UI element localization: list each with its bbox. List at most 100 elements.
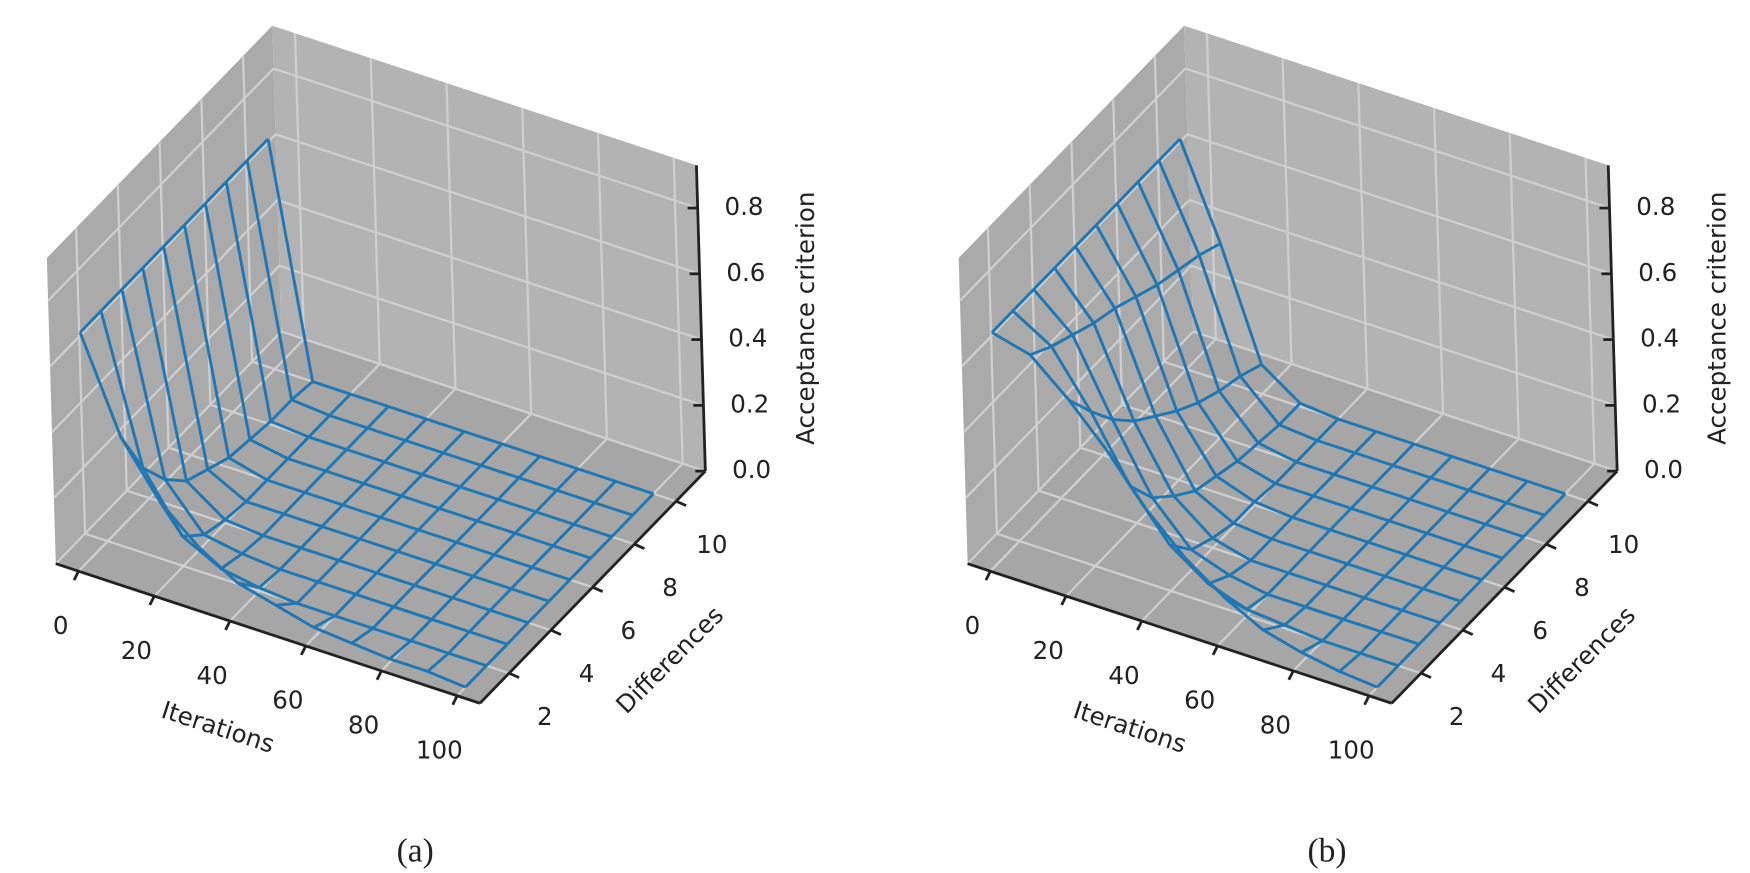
wire-column [1106, 402, 1302, 500]
x-tick [984, 570, 992, 581]
grid-line [275, 133, 700, 275]
grid-line [293, 33, 306, 340]
wire-column [1068, 363, 1263, 423]
grid-line [962, 199, 1191, 433]
x-tick [1211, 645, 1219, 656]
grid-line [74, 227, 87, 534]
grid-line [51, 199, 279, 433]
y-tick-label: 10 [696, 530, 727, 559]
x-tick-label: 40 [1108, 661, 1139, 690]
axis-line [967, 562, 1393, 705]
grid-line [445, 83, 457, 389]
x-tick [1363, 695, 1371, 706]
x-tick-label: 0 [53, 611, 69, 640]
grid-line [55, 330, 283, 565]
z-axis-label: Acceptance criterion [1703, 192, 1732, 445]
wire-column [1224, 442, 1415, 611]
y-tick [1420, 671, 1432, 679]
grid-line [1190, 264, 1616, 407]
x-tick [451, 695, 459, 706]
z-tick-label: 0.4 [728, 324, 767, 353]
x-tick-label: 0 [965, 611, 981, 640]
grid-line [959, 67, 1187, 302]
wire-column [1145, 417, 1340, 552]
caption: (b) [1307, 833, 1346, 870]
caption: (a) [397, 833, 434, 870]
y-tick [508, 671, 520, 679]
wire-column [990, 137, 1181, 334]
y-tick [1545, 542, 1557, 550]
grid-line [158, 141, 170, 448]
grid-line [273, 67, 699, 210]
wire-column [1338, 480, 1529, 673]
grid-line [1070, 141, 1082, 448]
wire-column [1300, 467, 1491, 654]
grid-line [280, 330, 706, 473]
grid-line [966, 330, 1194, 565]
y-tick-label: 4 [1491, 659, 1507, 688]
y-tick-label: 4 [579, 659, 595, 688]
y-tick [550, 628, 562, 636]
z-tick-label: 0.0 [1644, 455, 1683, 484]
y-tick [592, 585, 604, 593]
x-tick-label: 100 [416, 736, 463, 765]
z-tick-label: 0.8 [724, 192, 763, 221]
grid-line [1432, 107, 1445, 414]
grid-line [1186, 133, 1612, 275]
y-tick-label: 8 [662, 573, 678, 602]
z-tick-label: 0.2 [1642, 389, 1681, 418]
wire-column [350, 455, 541, 645]
wire-column [1262, 455, 1453, 632]
grid-line [1281, 58, 1293, 365]
x-tick [375, 670, 383, 681]
grid-line [1357, 83, 1369, 389]
y-tick [1503, 585, 1516, 593]
grid-line [1112, 98, 1124, 405]
wire-column [237, 417, 428, 590]
x-tick-label: 80 [1260, 711, 1291, 740]
x-tick [224, 620, 232, 631]
y-tick-label: 8 [1574, 573, 1590, 602]
wire-column [1376, 492, 1567, 689]
x-tick-label: 20 [1033, 636, 1064, 665]
grid-line [1205, 33, 1217, 340]
grid-line [1584, 157, 1596, 464]
x-tick-label: 40 [197, 661, 228, 690]
z-tick-label: 0.6 [726, 258, 765, 287]
wire-column [197, 405, 390, 571]
x-tick-label: 100 [1328, 736, 1375, 765]
x-tick [300, 645, 307, 656]
axis-line [55, 562, 481, 705]
z-tick-label: 0.2 [730, 389, 769, 418]
grid-line [964, 265, 1192, 499]
y-tick-label: 6 [621, 616, 637, 645]
grid-line [278, 264, 704, 407]
x-axis-label: Iterations [1070, 695, 1190, 759]
x-tick-label: 80 [348, 711, 379, 740]
x-tick [148, 595, 156, 606]
y-tick-label: 2 [1449, 702, 1465, 731]
y-tick [1462, 628, 1474, 636]
y-tick-label: 2 [537, 702, 553, 731]
x-tick [72, 570, 80, 581]
z-tick-label: 0.0 [732, 455, 771, 484]
y-tick-label: 6 [1532, 616, 1548, 645]
x-tick-label: 60 [1184, 686, 1215, 715]
wire-column [313, 442, 503, 629]
wire-column [1029, 242, 1222, 357]
grid-line [1188, 199, 1614, 341]
wire-column [1185, 430, 1377, 586]
x-tick-label: 60 [272, 686, 303, 715]
axis-line [695, 165, 707, 472]
wire-column [119, 380, 314, 483]
z-tick-label: 0.6 [1638, 258, 1677, 287]
grid-line [277, 199, 702, 341]
grid-line [49, 133, 277, 368]
grid-line [961, 133, 1189, 368]
grid-line [1185, 67, 1610, 210]
grid-line [369, 58, 381, 365]
y-tick [633, 542, 645, 550]
grid-line [986, 227, 998, 534]
